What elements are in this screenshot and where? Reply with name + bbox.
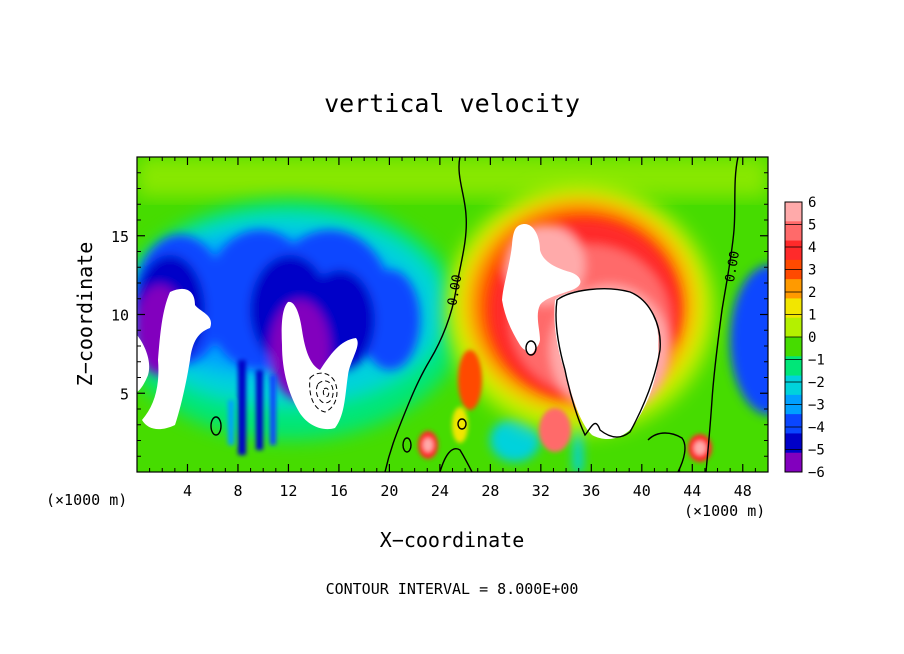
negative-contours [309, 372, 338, 413]
y-axis: 5 10 15 [111, 172, 768, 457]
x-tick-label: 40 [633, 482, 651, 500]
colorbar-swatch [785, 414, 802, 434]
contour-label: 0.00 [723, 250, 743, 283]
colorbar-label: −2 [808, 375, 825, 391]
colorbar: 6 5 4 3 2 1 0 −1 −2 −3 −4 −5 −6 [784, 195, 825, 481]
y-axis-label: Z−coordinate [73, 242, 97, 387]
colorbar-label: 1 [808, 308, 816, 324]
colorbar-label: −5 [808, 443, 825, 459]
y-tick-label: 5 [120, 385, 129, 403]
y-tick-label: 10 [111, 307, 129, 325]
colorbar-label: 3 [808, 263, 816, 279]
x-tick-label: 12 [279, 482, 297, 500]
colorbar-swatch [785, 298, 802, 319]
colorbar-label: −3 [808, 398, 825, 414]
contour-lines [210, 157, 739, 472]
x-tick-label: 16 [330, 482, 348, 500]
colorbar-label: −4 [808, 420, 825, 436]
x-tick-label: 36 [582, 482, 600, 500]
x-tick-label: 20 [380, 482, 398, 500]
velocity-field [137, 157, 768, 472]
colorbar-label: 4 [808, 240, 816, 256]
x-axis-label: X−coordinate [380, 528, 525, 552]
x-tick-label: 28 [481, 482, 499, 500]
contour-interval-note: CONTOUR INTERVAL = 8.000E+00 [326, 580, 579, 598]
y-tick-label: 15 [111, 228, 129, 246]
saturated-region-right-b [554, 288, 659, 440]
colorbar-swatch [785, 221, 802, 242]
x-unit-right: (×1000 m) [684, 502, 765, 520]
colorbar-label: −6 [808, 465, 825, 481]
x-tick-label: 44 [683, 482, 701, 500]
x-unit-left: (×1000 m) [46, 491, 127, 509]
colorbar-swatch [785, 279, 802, 299]
colorbar-label: 2 [808, 285, 816, 301]
colorbar-label: −1 [808, 353, 825, 369]
saturated-region-left [142, 288, 212, 430]
colorbar-swatch [785, 202, 802, 222]
colorbar-swatch [785, 240, 802, 261]
x-tick-label: 4 [183, 482, 192, 500]
x-tick-label: 32 [532, 482, 550, 500]
colorbar-label: 0 [808, 330, 816, 346]
colorbar-swatch [785, 452, 802, 473]
x-tick-label: 24 [431, 482, 449, 500]
x-tick-label: 48 [734, 482, 752, 500]
colorbar-label: 5 [808, 218, 816, 234]
contour-label: 0.00 [445, 274, 465, 307]
x-axis: 4 8 12 16 20 24 28 32 36 40 44 48 [149, 157, 756, 500]
colorbar-swatch [785, 337, 802, 357]
colorbar-swatch [785, 356, 802, 377]
colorbar-label: 6 [808, 195, 816, 211]
saturated-region-right-a [502, 224, 581, 352]
colorbar-swatch [785, 375, 802, 396]
chart-title: vertical velocity [324, 89, 580, 118]
x-tick-label: 8 [233, 482, 242, 500]
colorbar-swatch [785, 433, 802, 454]
saturated-region-mid [281, 301, 358, 430]
colorbar-swatch [785, 317, 802, 338]
